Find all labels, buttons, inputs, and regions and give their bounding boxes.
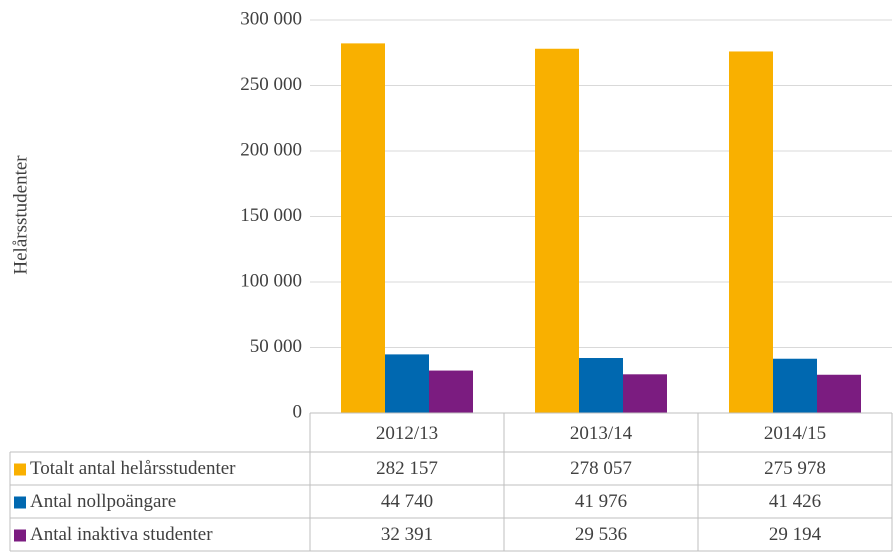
y-tick-label: 250 000: [240, 74, 302, 95]
y-tick-label: 50 000: [250, 336, 302, 357]
bar: [341, 43, 385, 413]
table-value: 278 057: [570, 458, 632, 479]
y-axis-title: Helårsstudenter: [10, 155, 31, 275]
bar: [535, 48, 579, 413]
x-tick-label: 2012/13: [376, 423, 438, 444]
legend-swatch: [14, 463, 26, 476]
y-tick-label: 150 000: [240, 205, 302, 226]
table-value: 282 157: [376, 458, 438, 479]
table-value: 32 391: [381, 524, 433, 545]
table-value: 41 426: [769, 491, 821, 512]
legend-label: Antal nollpoängare: [30, 491, 176, 512]
legend-label: Antal inaktiva studenter: [30, 524, 213, 545]
table-value: 29 536: [575, 524, 627, 545]
bar: [385, 354, 429, 413]
y-tick-label: 0: [293, 401, 303, 422]
y-tick-label: 100 000: [240, 270, 302, 291]
bar: [729, 51, 773, 414]
legend-swatch: [14, 529, 26, 542]
y-tick-label: 200 000: [240, 139, 302, 160]
bar: [623, 374, 667, 413]
y-tick-label: 300 000: [240, 8, 302, 29]
bar: [773, 358, 817, 413]
bar: [429, 370, 473, 413]
table-value: 44 740: [381, 491, 433, 512]
x-tick-label: 2014/15: [764, 423, 826, 444]
table-value: 41 976: [575, 491, 627, 512]
legend-label: Totalt antal helårsstudenter: [30, 458, 236, 479]
x-tick-label: 2013/14: [570, 423, 633, 444]
bar: [579, 358, 623, 413]
legend-swatch: [14, 496, 26, 509]
table-value: 275 978: [764, 458, 826, 479]
table-value: 29 194: [769, 524, 822, 545]
bar: [817, 374, 861, 413]
